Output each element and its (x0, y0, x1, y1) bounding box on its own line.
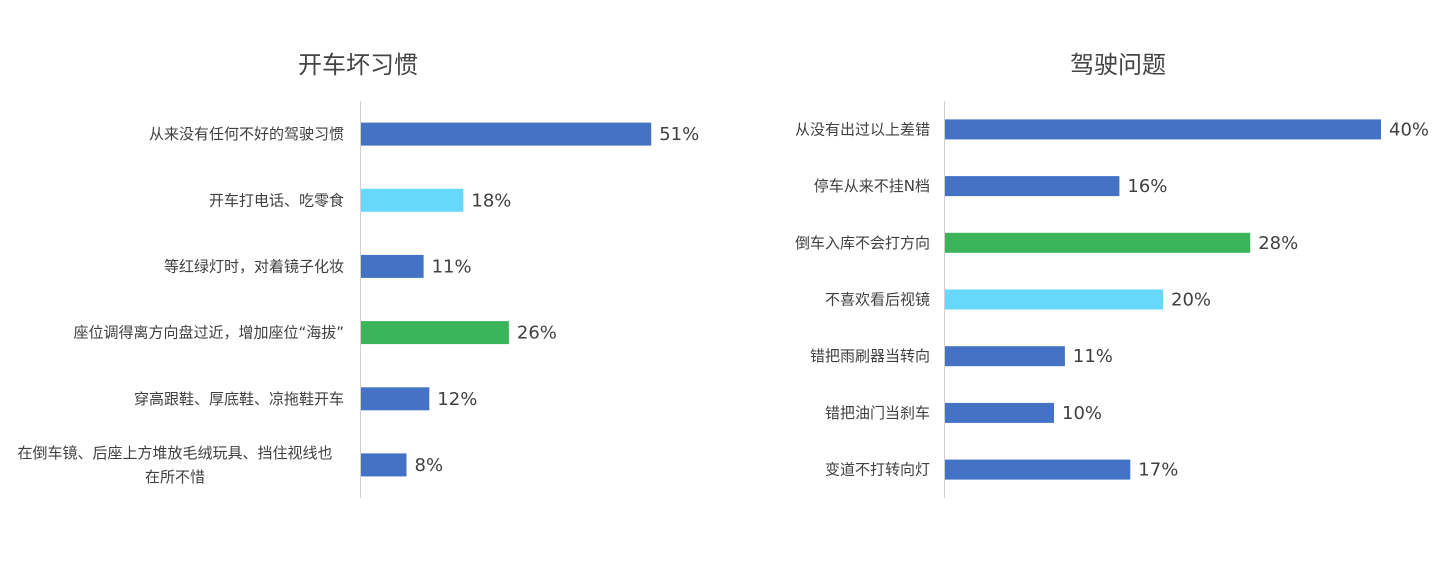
chart-title: 驾驶问题 (1070, 51, 1166, 79)
bar (945, 346, 1065, 367)
chart-title: 开车坏习惯 (298, 51, 418, 79)
data-label: 40% (1389, 119, 1429, 140)
category-label: 变道不打转向灯 (825, 461, 930, 479)
category-label: 座位调得离方向盘过近，增加座位“海拔” (73, 324, 344, 342)
bar (361, 321, 509, 345)
data-label: 10% (1062, 403, 1102, 424)
bar (945, 459, 1131, 480)
category-label: 从没有出过以上差错 (795, 120, 930, 138)
bar (361, 387, 430, 411)
bar (361, 122, 652, 146)
data-label: 51% (659, 124, 699, 145)
category-label: 错把油门当刹车 (825, 404, 930, 422)
data-label: 28% (1258, 233, 1298, 254)
data-label: 11% (432, 256, 472, 277)
bar (361, 453, 407, 477)
bar (361, 254, 424, 278)
category-label: 等红绿灯时，对着镜子化妆 (164, 257, 344, 275)
category-label: 穿高跟鞋、厚底鞋、凉拖鞋开车 (134, 390, 344, 408)
data-label: 8% (415, 455, 444, 476)
bar (945, 119, 1381, 140)
chart-driving-issues: 驾驶问题 40% 从没有出过以上差错 16% 停车从来不挂N档 28% 倒车入库不会打方向… (795, 51, 1429, 498)
category-label: 不喜欢看后视镜 (825, 291, 930, 309)
data-label: 17% (1138, 460, 1178, 481)
data-label: 20% (1171, 290, 1211, 311)
chart-bad-habits: 开车坏习惯 51% 从来没有任何不好的驾驶习惯 18% 开车打电话、吃零食 11% 等红绿… (17, 51, 699, 498)
data-label: 11% (1073, 346, 1113, 367)
bar (945, 176, 1120, 197)
bar-group: 40% 从没有出过以上差错 16% 停车从来不挂N档 28% 倒车入库不会打方向 20% 不喜… (795, 119, 1429, 480)
bar-group: 51% 从来没有任何不好的驾驶习惯 18% 开车打电话、吃零食 11% 等红绿灯时，对着镜… (17, 122, 699, 486)
bar (945, 402, 1054, 423)
category-label: 错把雨刷器当转向 (810, 347, 930, 365)
data-label: 26% (517, 323, 557, 344)
data-label: 12% (437, 389, 477, 410)
data-label: 18% (471, 190, 511, 211)
category-label: 停车从来不挂N档 (814, 177, 930, 195)
bar (361, 188, 464, 212)
data-label: 16% (1127, 176, 1167, 197)
bar (945, 232, 1251, 253)
category-label: 开车打电话、吃零食 (209, 191, 344, 209)
bar (945, 289, 1163, 310)
category-label: 在倒车镜、后座上方堆放毛绒玩具、挡住视线也在所不惜 (17, 444, 332, 486)
category-label: 从来没有任何不好的驾驶习惯 (149, 125, 344, 143)
category-label: 倒车入库不会打方向 (795, 234, 930, 252)
